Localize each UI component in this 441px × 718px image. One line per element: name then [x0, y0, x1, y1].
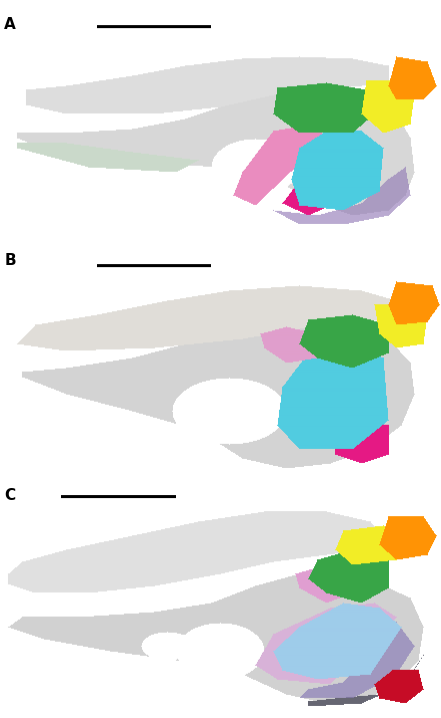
- Text: B: B: [4, 253, 16, 269]
- Text: C: C: [4, 488, 15, 503]
- Text: A: A: [4, 17, 16, 32]
